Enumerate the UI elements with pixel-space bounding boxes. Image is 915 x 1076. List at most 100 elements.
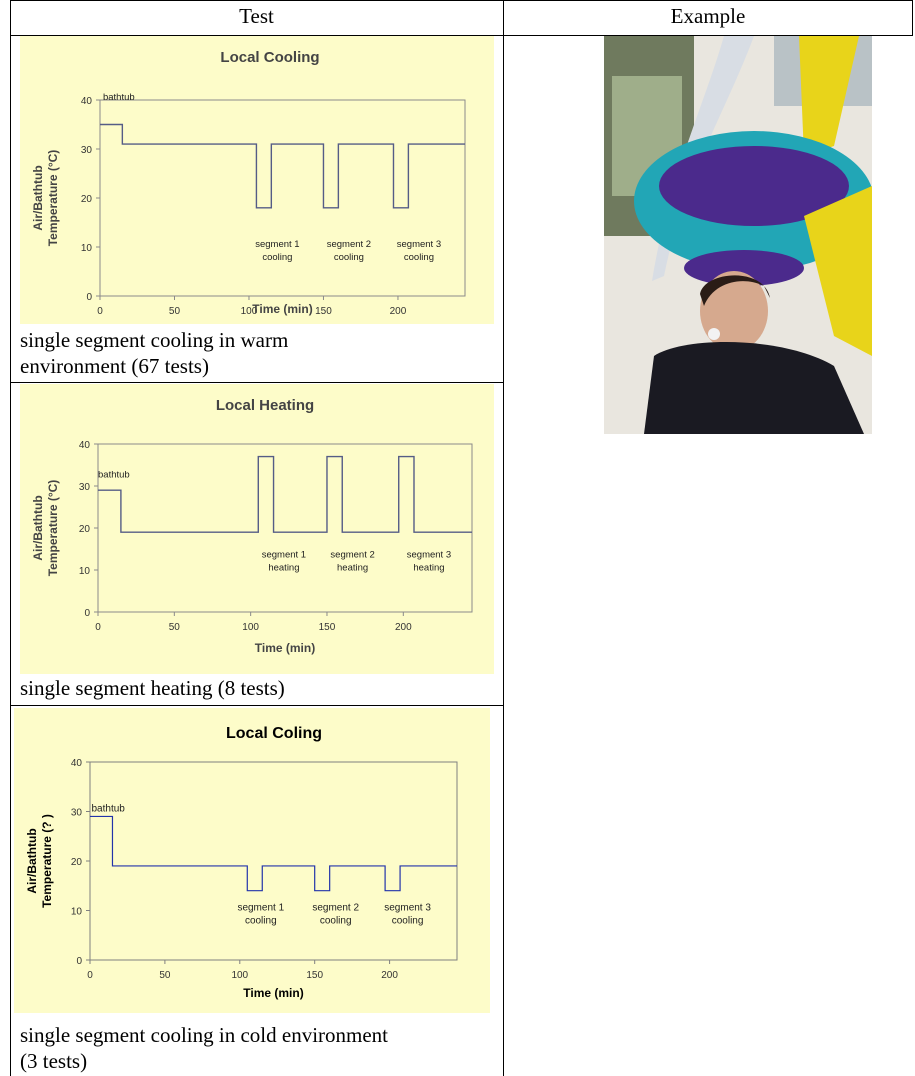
photo-hair bbox=[700, 275, 770, 306]
y-tick-label: 40 bbox=[79, 440, 91, 451]
x-tick-label: 50 bbox=[169, 622, 181, 633]
annotation-label: bathtub bbox=[103, 92, 135, 103]
y-axis-label-line: Temperature (? ) bbox=[40, 814, 54, 908]
chart-svg: Local Coling 0 10 20 30 40 0 50 100 150 200 Time (m… bbox=[25, 725, 458, 1000]
annotation-label: segment 3 bbox=[407, 549, 451, 560]
annotation-label: cooling bbox=[392, 916, 424, 927]
annotation-label: heating bbox=[413, 562, 444, 573]
table-border-right bbox=[912, 0, 913, 35]
annotation-label: heating bbox=[337, 562, 368, 573]
chart-local-heating: Local Heating 0 10 20 30 40 0 50 100 150 200 Time (… bbox=[20, 384, 494, 674]
photo-sensor bbox=[708, 328, 720, 340]
photo-headband bbox=[684, 250, 804, 286]
table-border-left bbox=[10, 0, 11, 1076]
example-photo-illustration bbox=[604, 36, 872, 434]
y-axis-label-line: Air/Bathtub bbox=[31, 165, 45, 230]
x-tick-label: 0 bbox=[97, 306, 103, 317]
series-line bbox=[98, 455, 472, 533]
x-tick-label: 200 bbox=[395, 622, 412, 633]
caption-line: (3 tests) bbox=[20, 1049, 88, 1073]
caption-line: single segment heating (8 tests) bbox=[20, 676, 285, 700]
y-tick-label: 10 bbox=[79, 566, 91, 577]
chart-title: Local Coling bbox=[226, 725, 322, 742]
table-border-top bbox=[10, 0, 913, 1]
annotation-label: cooling bbox=[320, 916, 352, 927]
y-tick-label: 40 bbox=[81, 96, 93, 107]
data-table bbox=[10, 0, 913, 1076]
chart-local-cooling-cold: Local Coling 0 10 20 30 40 0 50 100 150 200 Time (m… bbox=[14, 708, 490, 1013]
annotation-label: segment 2 bbox=[327, 239, 371, 250]
y-tick-label: 0 bbox=[86, 292, 92, 303]
chart-title: Local Cooling bbox=[220, 49, 319, 66]
x-tick-label: 150 bbox=[306, 970, 323, 981]
x-axis-label: Time (min) bbox=[255, 641, 315, 655]
example-photo bbox=[604, 36, 872, 434]
y-tick-label: 20 bbox=[79, 524, 91, 535]
caption-line: single segment cooling in cold environme… bbox=[20, 1023, 389, 1047]
plot-area-frame bbox=[89, 761, 458, 961]
photo-yellow-hose bbox=[799, 36, 859, 156]
chart-svg: Local Cooling 0 10 20 30 40 0 50 100 150 200 Time (… bbox=[31, 49, 466, 317]
x-tick-label: 100 bbox=[231, 970, 248, 981]
x-tick-label: 200 bbox=[390, 306, 407, 317]
annotation-label: cooling bbox=[245, 916, 277, 927]
y-tick-label: 20 bbox=[71, 857, 83, 868]
table-column-divider bbox=[503, 0, 504, 1076]
table-header-divider bbox=[10, 35, 913, 36]
y-tick-label: 30 bbox=[79, 482, 91, 493]
photo-hood-yellow bbox=[804, 186, 872, 356]
y-tick-label: 30 bbox=[81, 145, 93, 156]
chart-title: Local Heating bbox=[216, 397, 314, 414]
series-line bbox=[90, 815, 457, 892]
annotation-label: heating bbox=[268, 562, 299, 573]
x-tick-label: 0 bbox=[87, 970, 93, 981]
chart-local-cooling-warm: Local Cooling 0 10 20 30 40 0 50 100 150 200 Time (… bbox=[20, 36, 494, 324]
row-divider-1 bbox=[10, 382, 503, 383]
y-tick-label: 20 bbox=[81, 194, 93, 205]
annotation-label: cooling bbox=[334, 252, 364, 263]
x-axis-label: Time (min) bbox=[252, 302, 312, 316]
plot-area-frame bbox=[97, 443, 473, 613]
caption-line: environment (67 tests) bbox=[20, 354, 209, 378]
x-tick-label: 100 bbox=[242, 622, 259, 633]
annotation-label: bathtub bbox=[98, 470, 130, 481]
header-example: Example bbox=[670, 4, 746, 28]
x-tick-label: 0 bbox=[95, 622, 101, 633]
y-tick-label: 40 bbox=[71, 758, 83, 769]
caption-row-3: single segment cooling in cold environme… bbox=[20, 1022, 495, 1074]
annotation-label: segment 1 bbox=[262, 549, 306, 560]
y-axis-label-line: Temperature (°C) bbox=[46, 150, 60, 247]
row-divider-2 bbox=[10, 705, 503, 706]
photo-sweater bbox=[644, 342, 864, 434]
y-axis-label-line: Air/Bathtub bbox=[31, 495, 45, 560]
annotation-label: segment 2 bbox=[312, 903, 359, 914]
caption-line: single segment cooling in warm bbox=[20, 328, 289, 352]
x-tick-label: 150 bbox=[319, 622, 336, 633]
y-tick-label: 30 bbox=[71, 808, 83, 819]
annotation-label: cooling bbox=[262, 252, 292, 263]
chart-svg: Local Heating 0 10 20 30 40 0 50 100 150 200 Time (… bbox=[31, 397, 473, 655]
y-tick-label: 0 bbox=[84, 608, 90, 619]
x-tick-label: 200 bbox=[381, 970, 398, 981]
caption-row-1: single segment cooling in warm environme… bbox=[20, 327, 490, 379]
x-tick-label: 50 bbox=[159, 970, 171, 981]
annotation-label: segment 2 bbox=[330, 549, 374, 560]
annotation-label: cooling bbox=[404, 252, 434, 263]
x-axis-label: Time (min) bbox=[243, 986, 303, 1000]
y-tick-label: 10 bbox=[71, 907, 83, 918]
annotation-label: segment 3 bbox=[384, 903, 431, 914]
annotation-label: segment 1 bbox=[237, 903, 284, 914]
caption-row-2: single segment heating (8 tests) bbox=[20, 675, 490, 701]
x-tick-label: 150 bbox=[315, 306, 332, 317]
y-axis-label-line: Air/Bathtub bbox=[25, 828, 39, 893]
photo-hood-purple bbox=[659, 146, 849, 226]
header-test: Test bbox=[239, 4, 274, 28]
y-axis-label-line: Temperature (°C) bbox=[46, 480, 60, 577]
annotation-label: bathtub bbox=[91, 804, 125, 815]
x-tick-label: 50 bbox=[169, 306, 181, 317]
annotation-label: segment 1 bbox=[255, 239, 299, 250]
series-line bbox=[100, 123, 465, 209]
x-tick-label: 100 bbox=[241, 306, 258, 317]
plot-area-frame bbox=[99, 99, 466, 297]
y-tick-label: 10 bbox=[81, 243, 93, 254]
